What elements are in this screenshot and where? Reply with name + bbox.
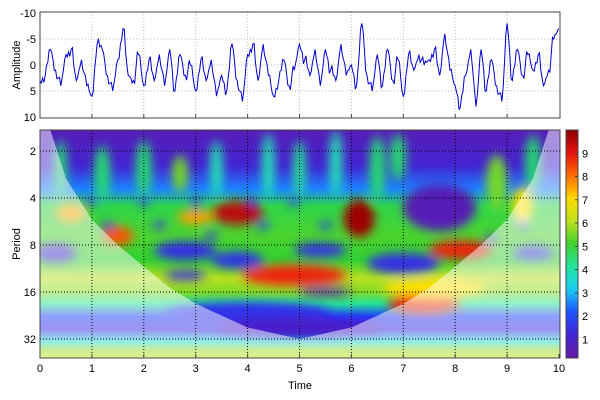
y-tick-label: 4 — [30, 193, 36, 205]
colorbar-tick-label: 3 — [582, 288, 588, 300]
colorbar-tick-label: 9 — [582, 148, 588, 160]
x-tick-label: 7 — [400, 363, 406, 375]
time-axis-label: Time — [288, 380, 312, 392]
colorbar-ticks: 1 2 3 4 5 6 7 8 9 — [575, 148, 588, 346]
power-feature — [403, 183, 476, 231]
amplitude-plot: -10 -5 0 5 10 Amplitude — [11, 8, 561, 124]
y-tick-label: 0 — [30, 60, 36, 72]
colorbar-tick-label: 2 — [582, 311, 588, 323]
power-feature — [138, 196, 149, 207]
power-feature — [369, 135, 386, 202]
power-feature — [256, 221, 270, 230]
scalogram-grid — [40, 130, 560, 358]
y-tick-label: 32 — [24, 334, 36, 346]
power-feature — [211, 251, 264, 269]
signal-line — [40, 23, 560, 110]
power-feature — [94, 145, 111, 203]
scalogram-plot: 0 1 2 3 4 5 6 7 8 9 10 2 4 8 16 32 Period Time — [11, 129, 565, 392]
power-feature — [211, 201, 264, 225]
power-feature — [172, 155, 188, 193]
colorbar-gradient — [565, 129, 579, 359]
x-tick-label: 5 — [296, 363, 302, 375]
power-feature — [390, 133, 406, 181]
power-feature — [86, 196, 98, 207]
power-feature — [101, 221, 114, 230]
x-tick-label: 0 — [37, 363, 43, 375]
power-feature — [343, 199, 375, 238]
colorbar: 1 2 3 4 5 6 7 8 9 — [565, 129, 588, 359]
period-axis-label: Period — [11, 228, 23, 260]
power-feature — [294, 242, 347, 257]
power-feature — [205, 232, 218, 240]
amplitude-axis-label: Amplitude — [11, 41, 23, 90]
y-tick-label: 16 — [24, 287, 36, 299]
power-feature — [136, 140, 152, 197]
power-feature — [247, 196, 258, 207]
x-tick-label: 4 — [245, 363, 251, 375]
amplitude-ticks: -10 -5 0 5 10 — [20, 8, 508, 124]
scalogram-ticks: 0 1 2 3 4 5 6 7 8 9 10 2 4 8 16 32 — [24, 146, 565, 375]
colorbar-tick-label: 1 — [582, 334, 588, 346]
x-tick-label: 6 — [348, 363, 354, 375]
y-tick-label: -5 — [26, 34, 36, 46]
colorbar-tick-label: 5 — [582, 241, 588, 253]
x-tick-label: 10 — [553, 363, 565, 375]
power-feature — [293, 140, 306, 197]
power-feature — [153, 221, 166, 230]
x-tick-label: 1 — [89, 363, 95, 375]
y-tick-label: -10 — [20, 8, 36, 20]
y-tick-label: 2 — [30, 146, 36, 158]
power-feature — [329, 130, 343, 197]
y-tick-label: 5 — [30, 86, 36, 98]
x-tick-label: 8 — [452, 363, 458, 375]
x-tick-label: 9 — [504, 363, 510, 375]
power-feature — [289, 196, 300, 207]
power-feature — [262, 133, 275, 200]
y-tick-label: 10 — [24, 112, 36, 124]
power-feature — [164, 270, 207, 280]
y-tick-label: 8 — [30, 240, 36, 252]
power-feature — [210, 140, 223, 197]
power-feature — [154, 241, 217, 261]
power-feature — [242, 264, 347, 286]
power-feature — [486, 154, 508, 212]
colorbar-tick-label: 7 — [582, 195, 588, 207]
colorbar-tick-label: 6 — [582, 218, 588, 230]
x-tick-label: 3 — [193, 363, 199, 375]
power-feature — [319, 221, 332, 230]
cone-of-influence-mask — [40, 130, 560, 358]
colorbar-tick-label: 4 — [582, 265, 588, 277]
colorbar-tick-label: 8 — [582, 172, 588, 184]
power-feature — [366, 253, 440, 274]
x-tick-label: 2 — [141, 363, 147, 375]
